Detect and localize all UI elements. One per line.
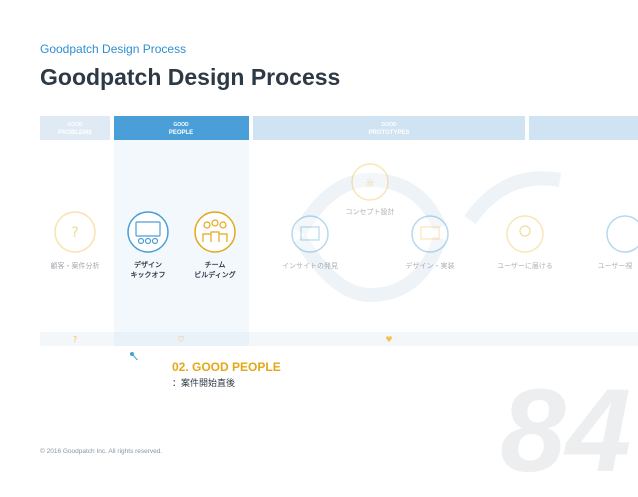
step-label: デザイン・実装	[406, 261, 455, 270]
phase-label-top: GOOD	[173, 122, 189, 128]
step-implement: デザイン・実装	[406, 215, 455, 270]
step-insight: インサイトの発見	[282, 215, 338, 270]
step-label-line1: デザイン	[134, 260, 162, 269]
phase-label-bottom: PROBLEMS	[58, 130, 92, 136]
phase-label-bottom: PROTOTYPES	[369, 130, 410, 136]
phase-label-top: GOOD	[381, 122, 397, 128]
question-icon: ?	[71, 225, 78, 241]
callout-title: 02. GOOD PEOPLE	[172, 360, 281, 374]
step-label: インサイトの発見	[282, 261, 338, 270]
phase-label-bottom: PEOPLE	[169, 130, 193, 136]
document-icon	[300, 226, 320, 241]
marker-heart: ♥	[385, 335, 392, 344]
meeting-icon	[135, 221, 161, 245]
step-user-next: ユーザー視	[598, 215, 638, 270]
step-label-line2: キックオフ	[131, 270, 166, 279]
phase-good-prototypes: GOOD PROTOTYPES	[253, 116, 525, 140]
callout: 02. GOOD PEOPLE ：案件開始直後	[172, 360, 281, 389]
step-label-line1: チーム	[205, 261, 226, 269]
step-label-line2: ビルディング	[194, 270, 236, 279]
lightbulb-icon: ☼	[365, 176, 376, 190]
step-concept: ☼ コンセプト設計	[346, 163, 395, 216]
monitor-icon	[420, 226, 440, 240]
step-label: コンセプト設計	[346, 207, 395, 216]
step-design-kickoff: デザイン キックオフ	[127, 211, 169, 279]
bottom-strip-highlight	[114, 332, 249, 346]
marker-question: ?	[73, 335, 77, 344]
breadcrumb: Goodpatch Design Process	[40, 42, 187, 56]
step-label: ユーザー視	[598, 261, 633, 270]
team-icon	[202, 219, 228, 242]
step-team-building: チーム ビルディング	[194, 211, 236, 279]
step-research: ? 顧客・案件分析	[51, 211, 100, 270]
step-label: ユーザーに届ける	[497, 262, 553, 270]
phase-good-people: GOOD PEOPLE	[114, 116, 249, 140]
step-label: 顧客・案件分析	[51, 261, 100, 270]
process-diagram: GOOD PROBLEMS GOOD PEOPLE GOOD PROTOTYPE…	[40, 116, 638, 360]
process-loop	[293, 171, 562, 303]
page-number: 84	[500, 365, 632, 497]
phase-good-problems: GOOD PROBLEMS	[40, 116, 110, 140]
user-icon	[519, 225, 531, 237]
callout-connector	[131, 353, 139, 360]
callout-subtitle: ：案件開始直後	[172, 379, 236, 389]
copyright: © 2016 Goodpatch Inc. All rights reserve…	[40, 448, 163, 455]
callout-dot-start	[130, 352, 134, 356]
phase-label-top: GOOD	[67, 122, 83, 128]
phase-next	[529, 116, 638, 140]
page-title: Goodpatch Design Process	[40, 64, 341, 90]
step-deliver: ユーザーに届ける	[497, 215, 553, 270]
marker-heart-outline: ♡	[177, 335, 184, 344]
